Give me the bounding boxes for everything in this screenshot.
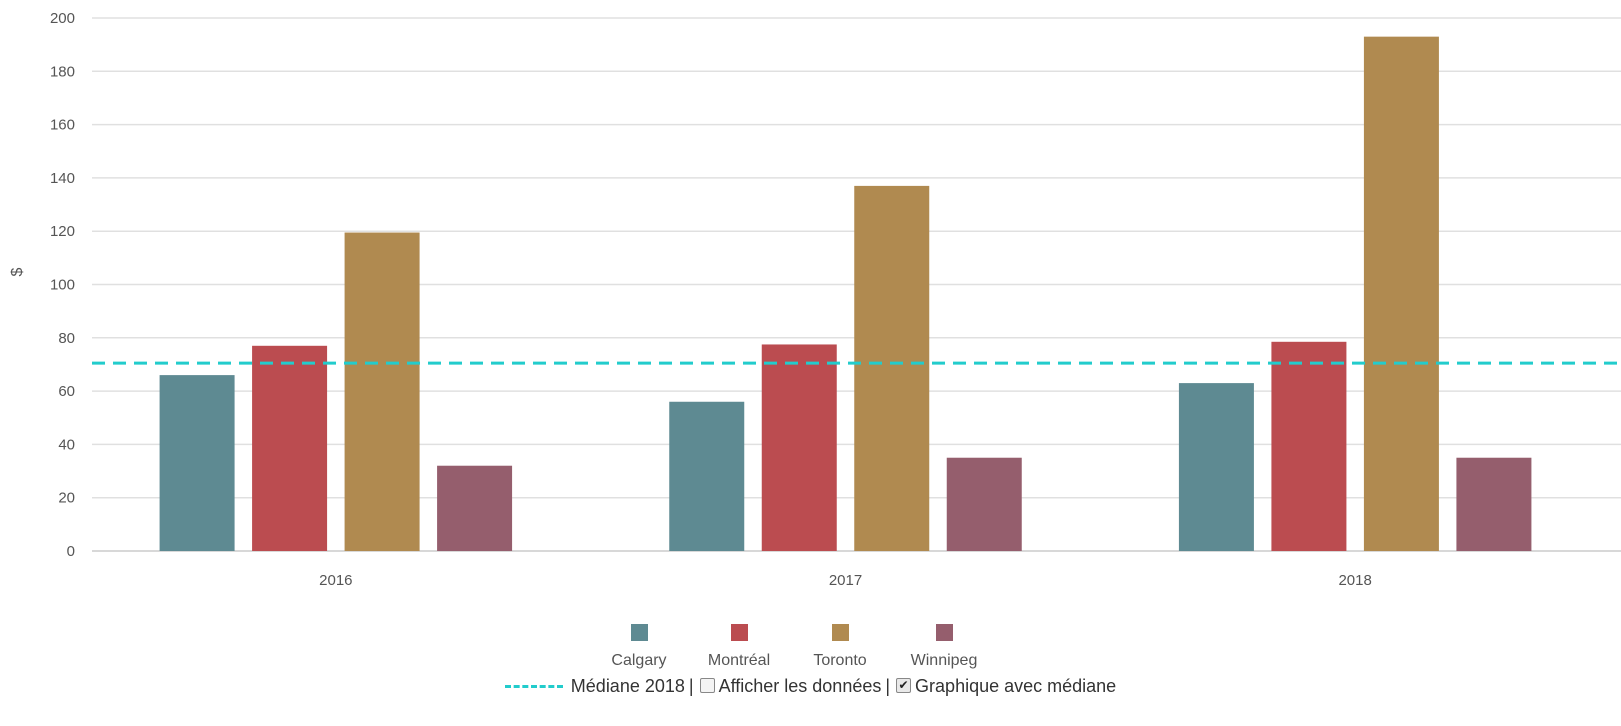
- y-axis-title: $: [9, 267, 26, 276]
- median-line-sample: [504, 685, 563, 688]
- bar: [1178, 383, 1254, 551]
- bar: [1271, 341, 1347, 551]
- x-tick-label: 2018: [1338, 572, 1371, 589]
- median-chart-label[interactable]: Graphique avec médiane: [915, 676, 1117, 696]
- legend-label: Toronto: [813, 652, 867, 669]
- show-data-checkbox[interactable]: [699, 677, 715, 693]
- median-legend-label: Médiane 2018: [570, 676, 685, 696]
- bar: [252, 345, 328, 551]
- bar: [1456, 457, 1532, 551]
- x-tick-label: 2017: [829, 572, 862, 589]
- legend-item[interactable]: Montréal: [684, 624, 794, 670]
- y-tick-label: 160: [50, 117, 75, 134]
- bar: [344, 232, 420, 551]
- legend-item[interactable]: Winnipeg: [889, 624, 999, 670]
- legend-item[interactable]: Toronto: [785, 624, 895, 670]
- y-tick-label: 20: [58, 490, 75, 507]
- y-tick-label: 100: [50, 277, 75, 294]
- chart-controls: Médiane 2018 | Afficher les données | ✔ …: [0, 676, 1621, 697]
- legend-label: Winnipeg: [910, 652, 978, 669]
- legend-item[interactable]: Calgary: [584, 624, 694, 670]
- y-tick-label: 200: [50, 10, 75, 27]
- bar: [946, 457, 1022, 551]
- bar: [761, 344, 837, 551]
- x-tick-label: 2016: [319, 572, 352, 589]
- y-tick-label: 180: [50, 63, 75, 80]
- median-chart-checkbox[interactable]: ✔: [896, 677, 912, 693]
- legend-swatch: [935, 624, 953, 641]
- bar: [669, 401, 745, 551]
- separator: |: [688, 676, 694, 696]
- legend-label: Calgary: [611, 652, 667, 669]
- bar: [854, 185, 930, 551]
- legend-label: Montréal: [707, 652, 771, 669]
- show-data-label[interactable]: Afficher les données: [718, 676, 882, 696]
- legend-swatch: [831, 624, 849, 641]
- y-tick-label: 40: [58, 436, 75, 453]
- bar: [1363, 36, 1439, 551]
- y-tick-label: 80: [58, 330, 75, 347]
- legend-swatch: [630, 624, 648, 641]
- y-tick-label: 60: [58, 383, 75, 400]
- legend-swatch: [730, 624, 748, 641]
- y-tick-label: 140: [50, 170, 75, 187]
- bar: [159, 375, 235, 551]
- y-tick-label: 0: [67, 543, 75, 560]
- separator: |: [885, 676, 891, 696]
- y-tick-label: 120: [50, 223, 75, 240]
- bar: [437, 465, 513, 551]
